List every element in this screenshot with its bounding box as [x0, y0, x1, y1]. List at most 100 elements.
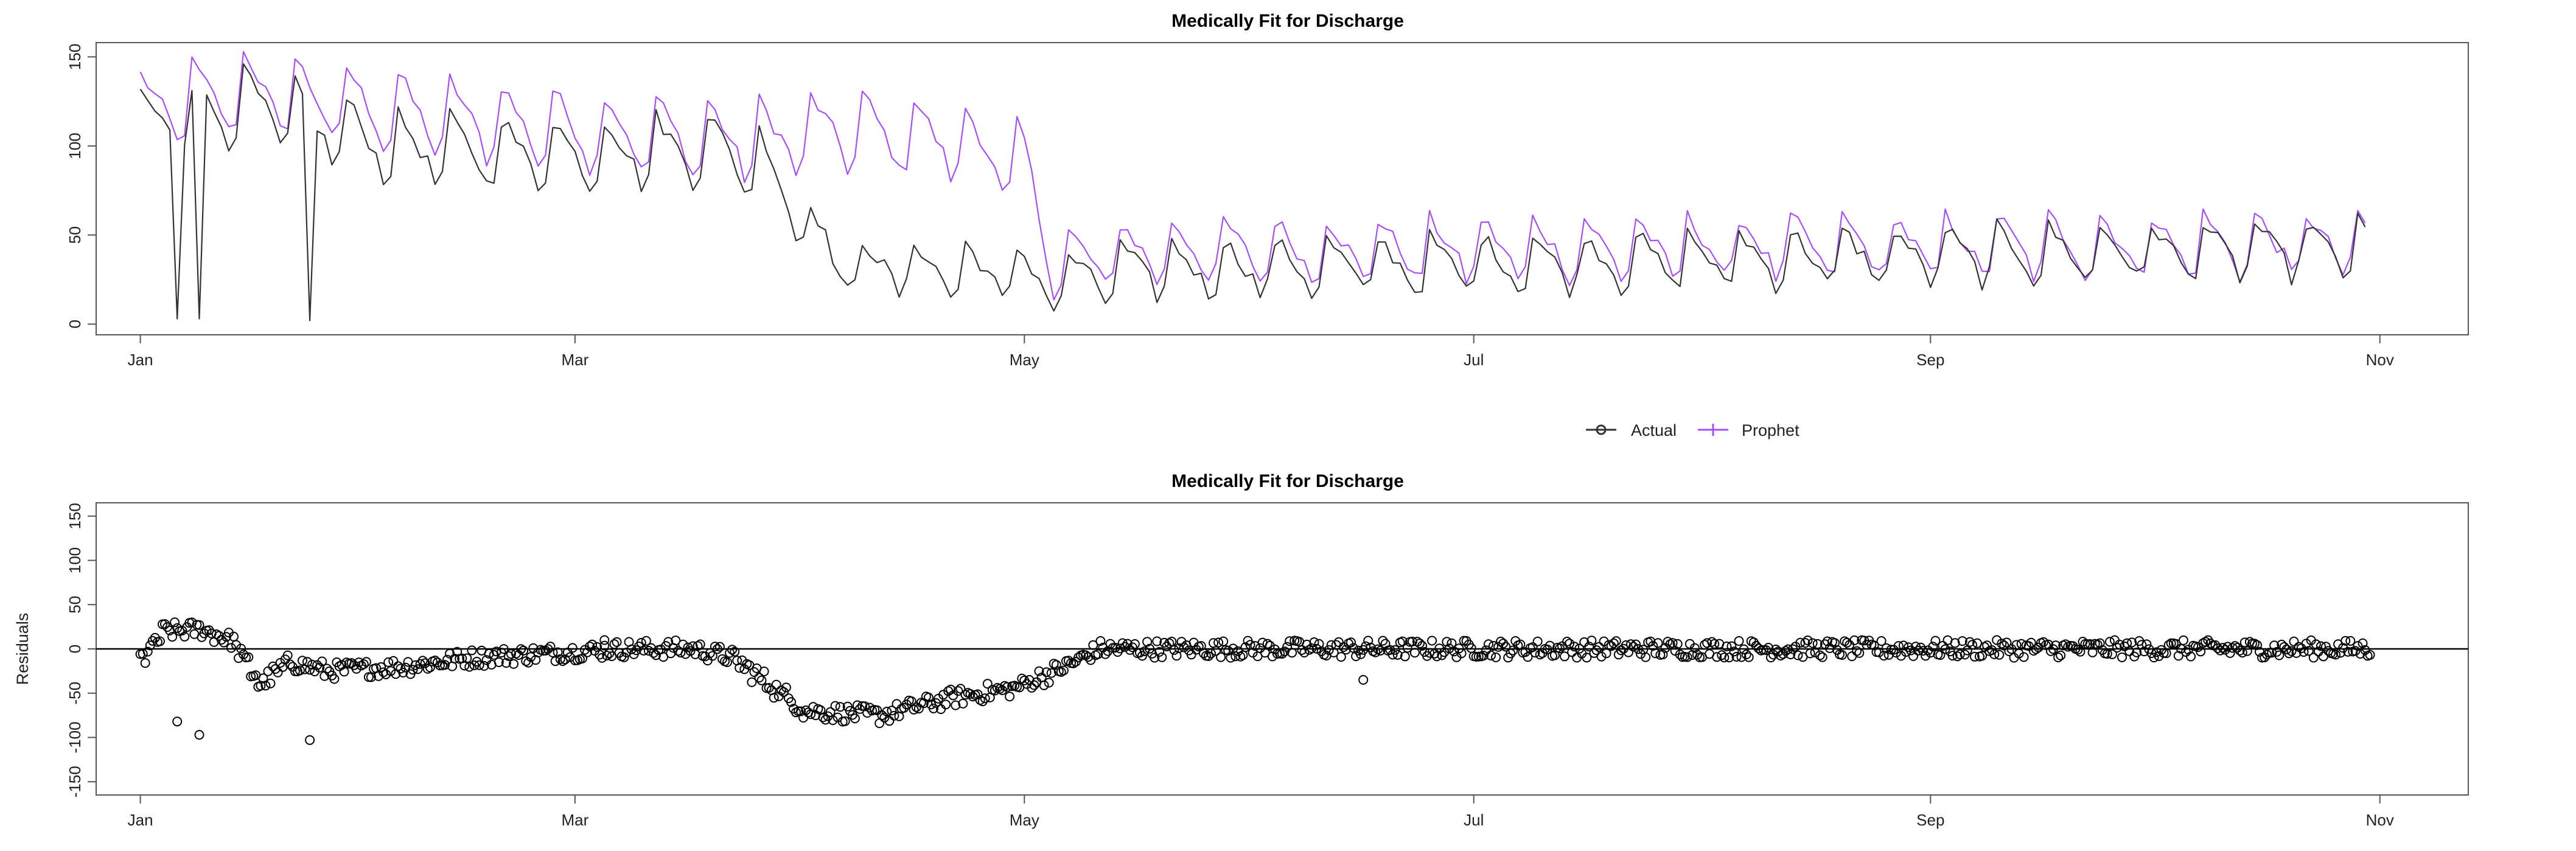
x-tick-label: Mar [561, 351, 588, 369]
residual-point [498, 644, 509, 654]
residual-point [1586, 636, 1597, 646]
residual-point [1206, 648, 1216, 659]
residual-point [1608, 638, 1619, 648]
residual-point [1176, 637, 1187, 647]
residual-point [1803, 636, 1813, 645]
residual-point [1240, 642, 1251, 653]
residual-point [727, 645, 738, 655]
residual-point [1429, 648, 1440, 659]
residual-point [830, 701, 840, 711]
residual-point [298, 656, 307, 666]
residual-point [597, 653, 607, 663]
residual-point [663, 637, 674, 647]
residual-point [1800, 638, 1810, 648]
residual-point [526, 652, 536, 662]
residual-point [1145, 643, 1155, 654]
residual-point [1582, 653, 1592, 663]
residual-point [1333, 637, 1344, 647]
residual-point [1805, 648, 1815, 659]
residual-points-group [135, 617, 2375, 745]
residual-point [2316, 641, 2326, 651]
residual-point [557, 656, 568, 666]
residual-point [2284, 648, 2294, 659]
residual-point [305, 665, 315, 675]
residual-point [1095, 636, 1106, 646]
residual-point [680, 649, 691, 659]
residual-point [1351, 651, 1361, 662]
residual-point [553, 647, 563, 657]
residual-point [840, 716, 850, 726]
residual-point [2011, 640, 2022, 650]
top-panel: Medically Fit for Discharge 0 50 100 150 Ja… [66, 11, 2469, 369]
residual-point [972, 689, 983, 699]
residual-point [759, 667, 769, 676]
residual-point [2019, 652, 2029, 662]
residual-point [1764, 643, 1773, 653]
residual-point [1454, 643, 1464, 654]
y-tick-label: 0 [66, 645, 84, 653]
residual-point [1940, 644, 1950, 654]
residual-point [828, 715, 838, 726]
residual-point [1925, 648, 1936, 658]
residual-point [445, 648, 455, 659]
residual-point [260, 681, 271, 691]
residual-point [2331, 650, 2341, 660]
residual-point [1282, 642, 1293, 652]
residual-point [518, 645, 529, 656]
residual-point [1385, 645, 1395, 655]
residual-point [2087, 647, 2098, 657]
residual-point [2308, 653, 2319, 663]
residual-point [2205, 639, 2216, 648]
residual-point [1663, 637, 1673, 647]
residual-point [1712, 652, 1722, 662]
residual-point [1491, 652, 1501, 662]
residual-point [346, 658, 357, 668]
residual-point [2239, 637, 2250, 648]
residual-point [695, 639, 705, 650]
residual-point [285, 659, 295, 670]
residual-point [2350, 646, 2361, 656]
residual-point [1002, 682, 1013, 692]
residual-point [1478, 651, 1489, 660]
residual-point [464, 662, 475, 672]
residual-point [1952, 651, 1963, 662]
y-tick-label: -150 [66, 766, 84, 797]
residual-point [180, 631, 190, 642]
residual-point [1417, 640, 1427, 651]
residual-point [913, 704, 924, 714]
residual-point [786, 697, 796, 707]
residual-point [1994, 650, 2005, 660]
residual-point [2120, 641, 2130, 651]
residual-point [2340, 636, 2351, 646]
residual-point [1854, 648, 1865, 658]
residual-point [1034, 666, 1044, 676]
bottom-y-axis: -150 -100 -50 0 50 100 150 [66, 503, 96, 797]
residual-point [1731, 651, 1742, 662]
residual-point [2038, 637, 2048, 647]
residual-point [1280, 646, 1290, 657]
residual-point [587, 639, 598, 650]
residual-point [1555, 643, 1565, 653]
residual-point [2252, 640, 2262, 650]
residual-point [2102, 649, 2112, 659]
residual-point [1017, 673, 1027, 684]
residual-point [282, 650, 293, 660]
residual-point [754, 673, 764, 683]
bottom-y-axis-label: Residuals [13, 613, 32, 685]
residual-point [612, 637, 622, 647]
residual-point [977, 696, 988, 707]
residual-point [2365, 650, 2375, 660]
residual-point [1658, 650, 1668, 660]
residual-point [1285, 636, 1295, 646]
residual-point [2107, 649, 2117, 659]
residual-point [2358, 638, 2368, 648]
residual-point [889, 710, 899, 721]
residual-point [322, 664, 332, 674]
residual-point [2061, 639, 2071, 650]
residual-point [1363, 636, 1374, 646]
residual-point [1380, 639, 1391, 649]
x-tick-label: Sep [1916, 351, 1944, 369]
residual-point [1409, 648, 1420, 658]
bottom-x-axis: Jan Mar May Jul Sep Nov [128, 795, 2394, 829]
